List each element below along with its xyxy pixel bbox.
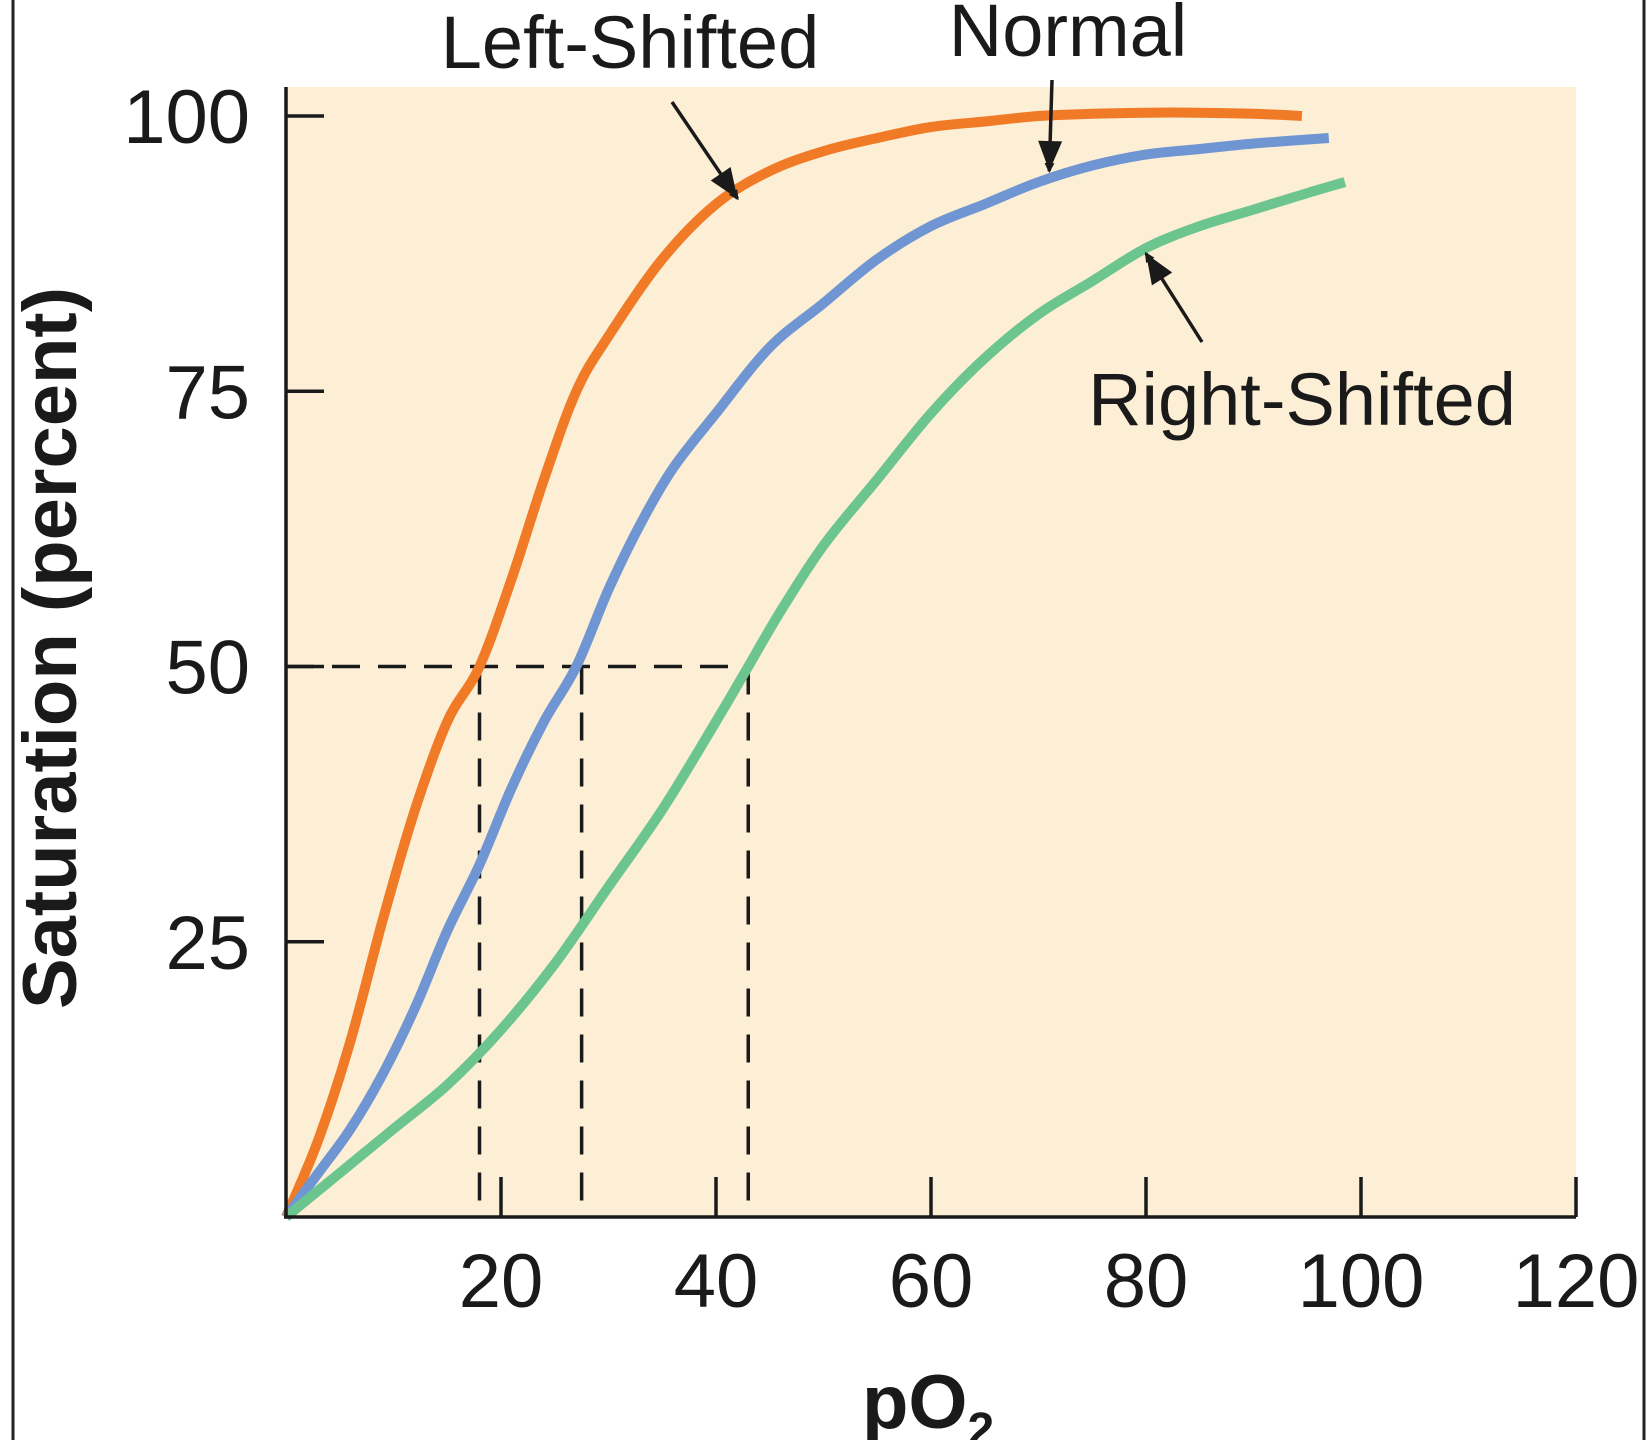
- y-axis-title: Saturation (percent): [8, 287, 93, 1009]
- series-line-normal: [281, 133, 1330, 1220]
- annotation-label-right-shifted: Right-Shifted: [1088, 358, 1516, 441]
- series-line-left-shifted: [281, 107, 1303, 1219]
- annotation-arrowhead-left-shifted: [710, 167, 738, 199]
- x-tick-label: 80: [1104, 1239, 1189, 1324]
- y-tick-label: 50: [165, 626, 250, 711]
- x-axis-title: pO2: [862, 1360, 994, 1440]
- x-tick-label: 60: [889, 1239, 974, 1324]
- series-line-right-shifted: [282, 177, 1347, 1221]
- x-tick-label: 40: [674, 1239, 759, 1324]
- y-tick-label: 75: [165, 350, 250, 435]
- y-ticks: 25 50 75 100: [123, 75, 324, 986]
- x-tick-label: 100: [1298, 1239, 1425, 1324]
- annotation-label-left-shifted: Left-Shifted: [441, 1, 819, 84]
- annotation-arrowhead-normal: [1038, 140, 1063, 172]
- annotations: Left-Shifted Normal Right-Shifted: [441, 0, 1516, 441]
- x-tick-label: 120: [1513, 1239, 1640, 1324]
- annotation-arrowhead-right-shifted: [1146, 253, 1173, 286]
- series-lines: [281, 107, 1347, 1221]
- x-ticks: 20 40 60 80 100 120: [459, 1177, 1640, 1324]
- y-tick-label: 25: [165, 901, 250, 986]
- x-tick-label: 20: [459, 1239, 544, 1324]
- annotation-label-normal: Normal: [949, 0, 1187, 72]
- y-tick-label: 100: [123, 75, 250, 160]
- p50-guides: [286, 664, 750, 1217]
